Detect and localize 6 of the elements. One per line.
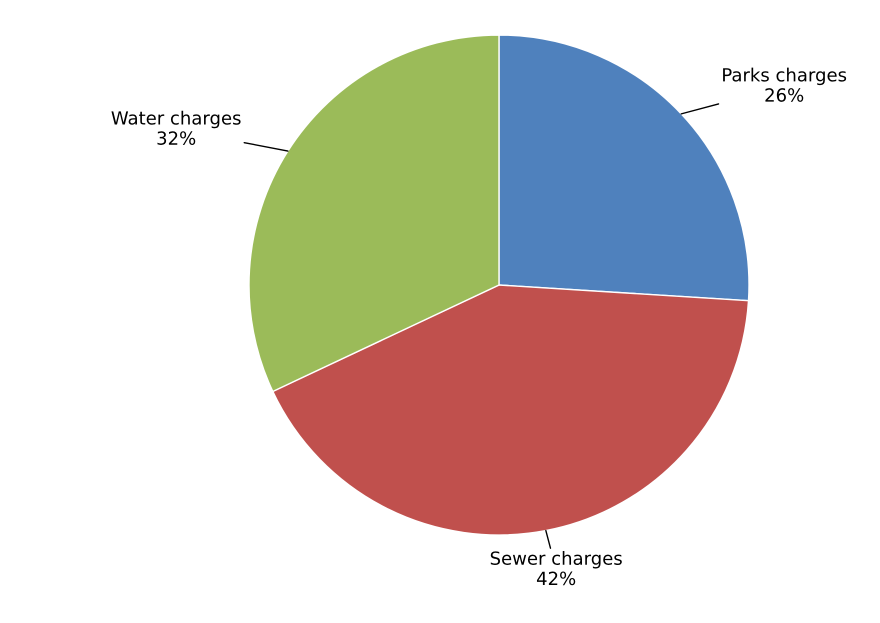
data-label: 32% <box>157 131 196 145</box>
slice-label: Water charges <box>111 110 241 128</box>
slice-label: Parks charges <box>723 68 846 86</box>
slice-label: Sewer charges <box>490 551 622 568</box>
data-label: 42% <box>536 572 576 586</box>
data-label: 26% <box>765 88 804 102</box>
